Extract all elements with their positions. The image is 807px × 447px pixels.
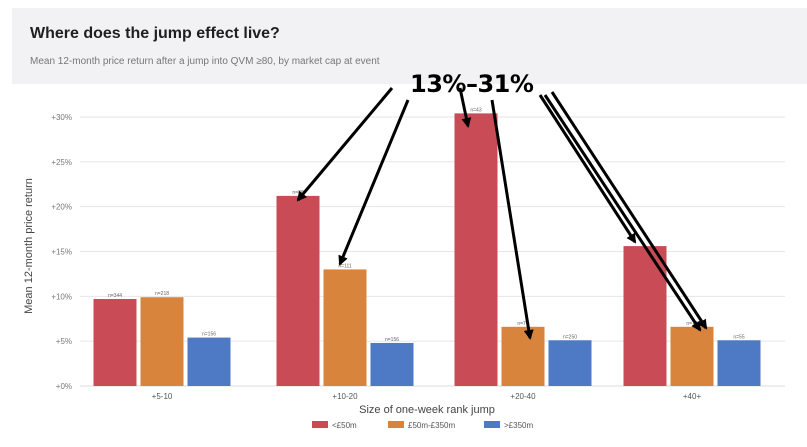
x-axis-label: Size of one-week rank jump <box>359 404 495 416</box>
annotation-arrow <box>550 91 708 330</box>
bars <box>93 113 761 386</box>
bar <box>548 340 592 386</box>
legend-label: £50m-£350m <box>408 421 455 430</box>
y-tick-label: +0% <box>56 382 72 391</box>
bar <box>323 269 367 386</box>
bar <box>187 337 231 386</box>
annotation-arrow <box>543 94 702 332</box>
chart-header: Where does the jump effect live? Mean 12… <box>12 8 807 84</box>
annotation-arrow <box>338 99 410 266</box>
annotation-arrow <box>458 87 472 128</box>
bar-count-label: n=156 <box>385 337 399 343</box>
bar <box>501 326 545 386</box>
annotation-arrow <box>296 87 394 202</box>
y-tick-label: +10% <box>51 292 72 301</box>
grid-lines <box>80 116 785 387</box>
bar-count-label: n=55 <box>733 334 744 340</box>
legend-swatch <box>312 421 328 428</box>
bar <box>370 342 414 386</box>
y-tick-label: +20% <box>51 203 72 212</box>
x-tick-label: +20-40 <box>510 392 536 401</box>
bar-count-label: n=250 <box>563 334 577 340</box>
x-axis-categories: +5-10 +10-20 +20-40 +40+ <box>152 392 702 401</box>
y-tick-label: +5% <box>56 337 72 346</box>
bar-count-label: n=111 <box>338 263 352 269</box>
bar-count-label: n=77 <box>517 321 528 327</box>
annotation-range-text: 13%–31% <box>410 70 534 98</box>
y-tick-label: +25% <box>51 158 72 167</box>
bar <box>670 326 714 386</box>
y-tick-label: +15% <box>51 247 72 256</box>
legend-label: >£350m <box>504 421 533 430</box>
legend-swatch <box>388 421 404 428</box>
bar-count-label: n=156 <box>202 332 216 338</box>
legend: <£50m £50m-£350m >£350m <box>312 421 533 430</box>
bar <box>717 340 761 386</box>
bar <box>276 195 320 386</box>
chart-title: Where does the jump effect live? <box>30 25 280 42</box>
y-axis-ticks: +0% +5% +10% +15% +20% +25% +30% <box>51 113 72 391</box>
y-axis-label: Mean 12-month price return <box>23 178 35 314</box>
y-tick-label: +30% <box>51 113 72 122</box>
legend-label: <£50m <box>332 421 357 430</box>
legend-swatch <box>484 421 500 428</box>
bar <box>93 299 137 386</box>
annotation-arrows <box>296 87 708 340</box>
x-tick-label: +5-10 <box>152 392 173 401</box>
bar-count-label: n=43 <box>470 107 481 113</box>
bar <box>454 113 498 386</box>
annotation-arrow <box>490 99 534 340</box>
chart-subtitle: Mean 12-month price return after a jump … <box>30 56 380 67</box>
bar-count-label: n=344 <box>108 293 122 299</box>
x-tick-label: +40+ <box>683 392 702 401</box>
x-tick-label: +10-20 <box>332 392 358 401</box>
bar-count-label: n=218 <box>155 291 169 297</box>
annotation-arrow <box>538 94 637 244</box>
bar <box>140 297 184 386</box>
